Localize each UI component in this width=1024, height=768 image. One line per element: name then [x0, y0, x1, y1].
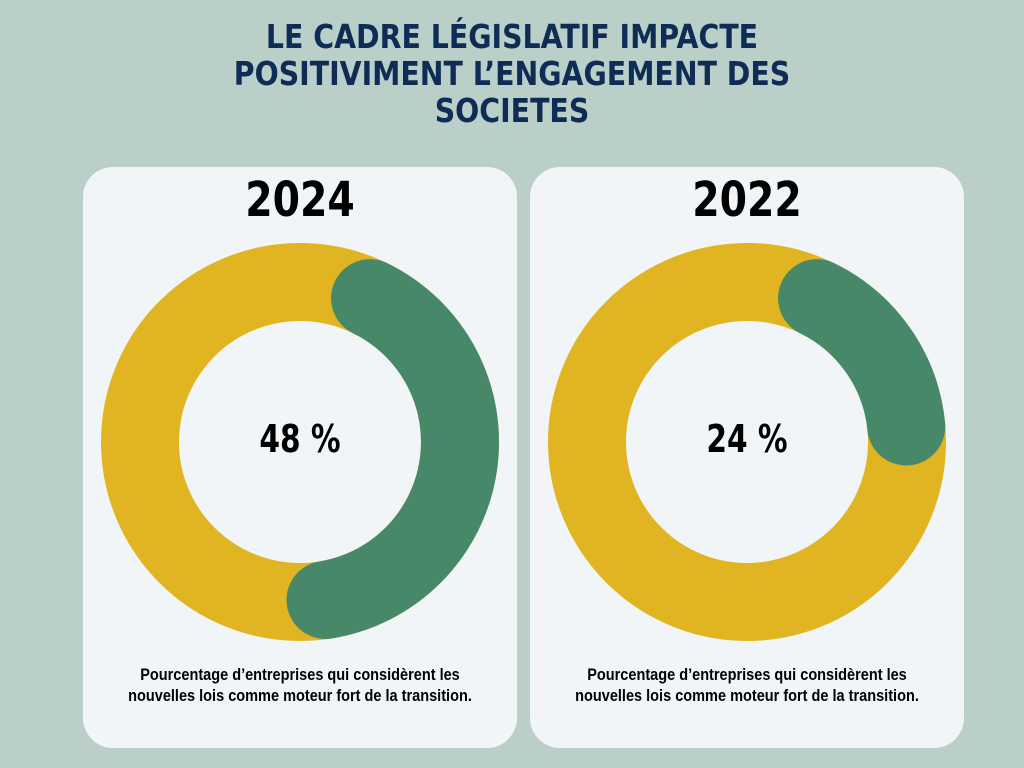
chart-card-2022: 2022 24 % Pourcentage d’entreprises qui …: [530, 167, 964, 748]
chart-caption: Pourcentage d’entreprises qui considèren…: [575, 666, 919, 705]
percentage-label: 24 %: [706, 417, 788, 461]
donut-chart: [548, 243, 946, 641]
chart-card-2024: 2024 48 % Pourcentage d’entreprises qui …: [83, 167, 517, 748]
page-title: LE CADRE LÉGISLATIF IMPACTE POSITIVIMENT…: [233, 17, 791, 130]
chart-year-label: 2022: [692, 172, 802, 228]
donut-chart: [101, 243, 499, 641]
donut-slice-value: [778, 259, 946, 466]
chart-year-label: 2024: [245, 172, 355, 228]
chart-caption: Pourcentage d’entreprises qui considèren…: [128, 666, 472, 705]
percentage-label: 48 %: [259, 417, 341, 461]
donut-slice-value: [286, 259, 499, 639]
